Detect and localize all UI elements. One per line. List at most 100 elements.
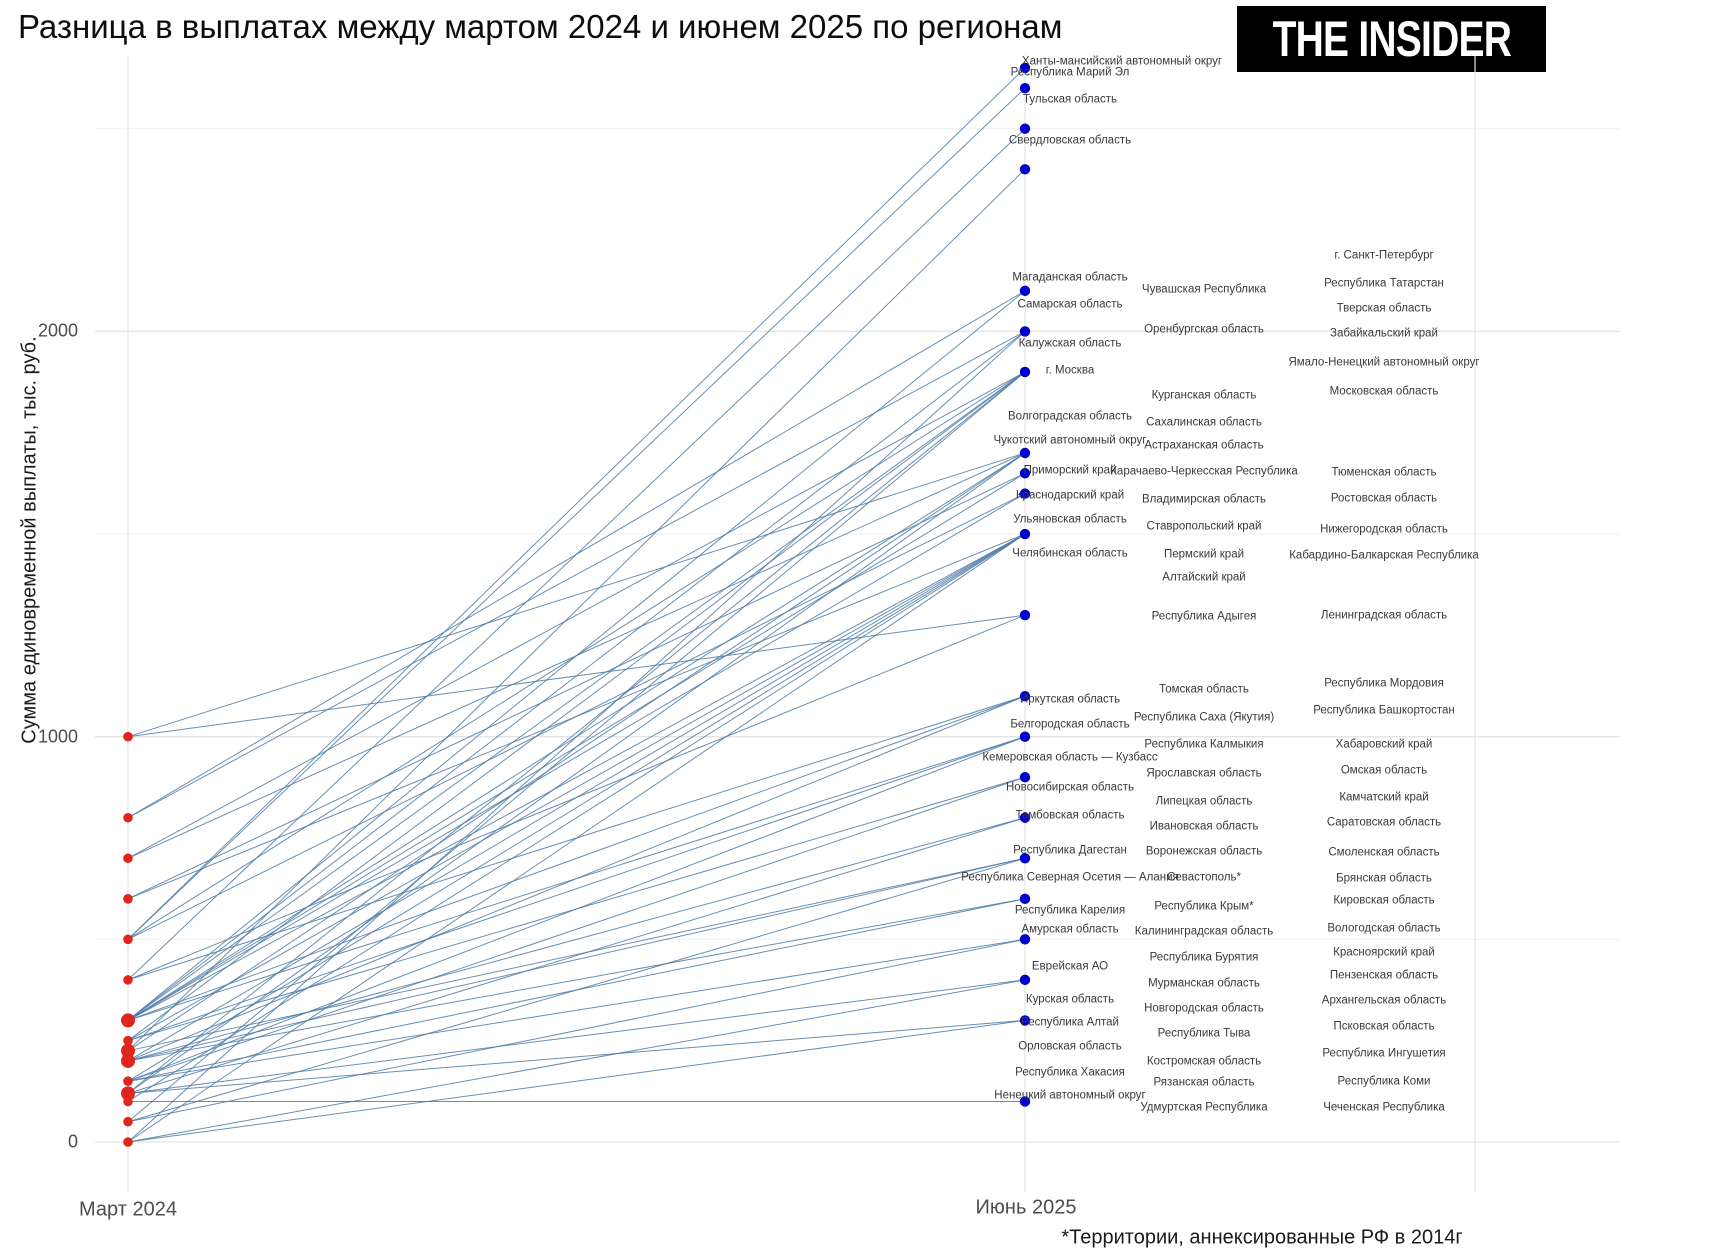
region-label: Мурманская область (1148, 977, 1260, 990)
region-label: Краснодарский край (1015, 489, 1125, 502)
region-label: Московская область (1329, 385, 1439, 398)
region-label: Сахалинская область (1146, 416, 1262, 429)
region-label: Ульяновская область (1013, 513, 1127, 526)
region-label: Свердловская область (1008, 134, 1132, 147)
data-point-june (1019, 812, 1031, 823)
slope-line (127, 331, 1026, 1143)
slope-line (127, 371, 1026, 859)
region-label: Красноярский край (1333, 946, 1435, 959)
region-label: Калининградская область (1134, 925, 1274, 938)
data-point-june (1019, 123, 1031, 134)
region-label: Ямало-Ненецкий автономный округ (1288, 356, 1480, 369)
data-point-march (123, 1096, 133, 1107)
region-label: Пензенская область (1329, 969, 1439, 982)
region-label: Тульская область (1022, 93, 1118, 106)
region-label: Курганская область (1151, 389, 1257, 402)
data-point-june (1019, 488, 1031, 499)
region-label: Ставропольский край (1146, 520, 1262, 533)
region-label: Самарская область (1017, 298, 1123, 311)
slope-line (127, 1019, 1026, 1143)
region-label: Кабардино-Балкарская Республика (1289, 549, 1479, 562)
region-label: Владимирская область (1141, 493, 1267, 506)
slope-line (127, 533, 1026, 1102)
region-label: Республика Марий Эл (1010, 66, 1130, 79)
the-insider-logo: THE INSIDER (1237, 6, 1546, 72)
slope-line (127, 168, 1026, 1052)
region-label: Томская область (1159, 683, 1249, 696)
region-label: Республика Калмыкия (1144, 738, 1264, 751)
region-label: Тверская область (1336, 302, 1432, 315)
region-label: Кемеровская область — Кузбасс (982, 751, 1158, 764)
slope-line (127, 452, 1026, 1094)
data-point-march (123, 731, 133, 742)
region-label: Республика Алтай (1021, 1016, 1119, 1029)
region-label: Астраханская область (1144, 439, 1264, 452)
footnote-annexed-territories: *Территории, аннексированные РФ в 2014г (1061, 1226, 1463, 1249)
slope-line (127, 898, 1026, 1062)
data-point-march (123, 1035, 133, 1046)
region-label: Хабаровский край (1335, 738, 1433, 751)
data-point-june (1019, 62, 1031, 74)
slope-line (127, 371, 1026, 1123)
data-point-june (1019, 934, 1031, 945)
slope-line (127, 371, 1026, 1042)
data-point-june (1019, 83, 1031, 94)
slope-line (127, 533, 1026, 1042)
region-label: Тамбовская область (1015, 809, 1125, 822)
slope-line (127, 87, 1026, 940)
data-point-june (1019, 285, 1031, 297)
region-label: Забайкальский край (1330, 327, 1438, 340)
slope-line (127, 493, 1026, 1021)
region-label: Воронежская область (1145, 845, 1263, 858)
data-point-june (1019, 366, 1031, 378)
slope-line (127, 817, 1026, 1094)
region-label: Еврейская АО (1031, 960, 1109, 973)
data-point-march (121, 1053, 135, 1068)
region-label: Курская область (1025, 993, 1115, 1006)
chart-title: Разница в выплатах между мартом 2024 и и… (18, 8, 1063, 45)
region-label: Республика Татарстан (1324, 277, 1444, 290)
region-label: Чукотский автономный округ (993, 434, 1147, 447)
region-label: г. Москва (1045, 364, 1095, 377)
region-label: Чувашская Республика (1141, 283, 1267, 296)
region-label: Республика Коми (1337, 1075, 1431, 1088)
region-label: Республика Адыгея (1151, 610, 1257, 623)
slope-line (127, 452, 1026, 1052)
y-tick-2000: 2000 (37, 320, 78, 341)
region-label: Ленинградская область (1320, 609, 1448, 622)
slope-line (127, 979, 1026, 1094)
slope-line (127, 857, 1026, 1123)
data-point-june (1019, 1015, 1031, 1026)
region-label: Тюменская область (1331, 466, 1437, 479)
region-label: Республика Северная Осетия — Алания (961, 871, 1179, 884)
slope-line (127, 979, 1026, 1143)
region-label: Ханты-мансийский автономный округ (1021, 55, 1223, 68)
slope-line (127, 938, 1026, 1082)
slope-line (127, 533, 1026, 1021)
region-label: Республика Тыва (1157, 1027, 1251, 1040)
region-label: Смоленская область (1328, 846, 1440, 859)
slope-line (127, 857, 1026, 1052)
slope-line (127, 695, 1026, 1021)
region-label: Алтайский край (1162, 571, 1246, 584)
data-point-june (1019, 731, 1031, 742)
region-label: Карачаево-Черкесская Республика (1110, 465, 1298, 478)
data-point-june (1019, 974, 1031, 986)
data-point-march (123, 1076, 133, 1087)
x-tick-march-2024: Март 2024 (79, 1198, 177, 1221)
region-label: Челябинская область (1012, 547, 1128, 560)
region-label: Нижегородская область (1320, 523, 1448, 536)
slope-line (127, 331, 1026, 1021)
slope-line (127, 493, 1026, 940)
slope-line (127, 776, 1026, 1082)
region-label: Волгоградская область (1008, 410, 1132, 423)
y-tick-0: 0 (67, 1131, 78, 1152)
region-label: Севастополь* (1167, 871, 1241, 884)
data-point-march (121, 1086, 135, 1101)
data-point-june (1019, 164, 1031, 175)
region-label: Республика Крым* (1154, 900, 1254, 913)
region-label: Магаданская область (1012, 271, 1128, 284)
region-label: Удмуртская Республика (1140, 1101, 1268, 1114)
region-label: Белгородская область (1010, 718, 1130, 731)
